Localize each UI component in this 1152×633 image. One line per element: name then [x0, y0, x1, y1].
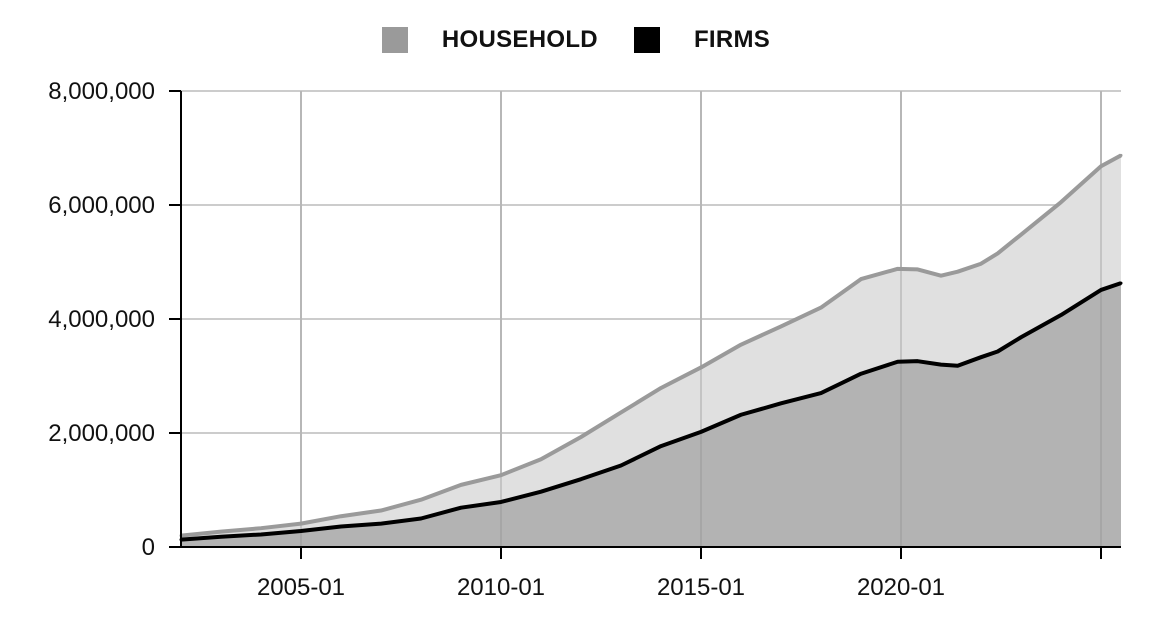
point-firms-5 — [379, 522, 383, 526]
point-firms-4 — [339, 524, 343, 528]
point-firms-3 — [299, 529, 303, 533]
series-line-firms — [180, 281, 1122, 542]
point-firms-19 — [916, 359, 920, 363]
point-firms-22 — [979, 355, 983, 359]
legend-label-household: HOUSEHOLD — [441, 26, 598, 53]
point-firms-23 — [996, 349, 1000, 353]
point-household-12 — [659, 386, 663, 390]
x-tick-label-1: 2010-01 — [457, 574, 545, 601]
legend-item-household[interactable]: HOUSEHOLD — [381, 26, 598, 54]
point-household-8 — [499, 473, 503, 477]
point-firms-26 — [1099, 288, 1103, 292]
point-household-15 — [779, 324, 783, 328]
point-household-19 — [916, 267, 920, 271]
point-firms-21 — [956, 364, 960, 368]
point-firms-11 — [619, 463, 623, 467]
point-firms-24 — [1019, 335, 1023, 339]
y-tick-label-4: 8,000,000 — [48, 78, 155, 105]
y-tick-label-2: 4,000,000 — [48, 306, 155, 333]
point-household-9 — [539, 457, 543, 461]
x-tick-label-2: 2015-01 — [657, 574, 745, 601]
point-firms-2 — [259, 532, 263, 536]
legend-swatch-household — [381, 27, 408, 53]
y-tick-label-3: 6,000,000 — [48, 192, 155, 219]
point-household-2 — [259, 526, 263, 530]
point-firms-20 — [939, 363, 943, 367]
area-firms — [181, 283, 1121, 547]
legend-label-firms: FIRMS — [693, 26, 771, 53]
legend-swatch-firms — [633, 27, 660, 53]
point-household-10 — [579, 435, 583, 439]
point-household-11 — [619, 410, 623, 414]
point-household-23 — [996, 251, 1000, 255]
point-household-7 — [459, 483, 463, 487]
point-firms-6 — [419, 517, 423, 520]
point-firms-25 — [1059, 313, 1063, 317]
point-firms-1 — [219, 535, 223, 539]
point-firms-12 — [659, 444, 663, 448]
point-firms-7 — [459, 506, 463, 510]
point-firms-16 — [819, 391, 823, 395]
point-household-27 — [1119, 153, 1123, 157]
point-firms-17 — [859, 372, 863, 376]
areas — [181, 91, 1121, 547]
point-household-1 — [219, 530, 223, 534]
point-household-17 — [859, 277, 863, 281]
point-household-16 — [819, 306, 823, 310]
point-household-18 — [896, 267, 900, 271]
axes — [169, 90, 1121, 559]
point-household-13 — [699, 365, 703, 369]
point-firms-15 — [779, 401, 783, 405]
area-household — [181, 155, 1121, 540]
point-firms-14 — [739, 413, 743, 417]
series-line-household — [180, 153, 1122, 538]
point-firms-27 — [1119, 281, 1123, 285]
point-household-4 — [339, 514, 343, 518]
series-lines — [179, 153, 1123, 542]
point-firms-10 — [579, 477, 583, 481]
y-tick-label-1: 2,000,000 — [48, 420, 155, 447]
point-firms-8 — [499, 500, 503, 504]
y-tick-label-0: 0 — [142, 534, 155, 561]
point-household-21 — [956, 270, 960, 274]
point-household-22 — [979, 262, 983, 266]
x-tick-label-0: 2005-01 — [257, 574, 345, 601]
point-household-25 — [1059, 200, 1063, 204]
point-household-14 — [739, 343, 743, 347]
point-household-26 — [1099, 164, 1103, 168]
point-household-6 — [419, 498, 423, 502]
legend: HOUSEHOLD FIRMS — [0, 26, 1152, 54]
point-household-5 — [379, 509, 383, 513]
point-household-3 — [299, 522, 303, 526]
tick-labels: 0 2,000,000 4,000,000 6,000,000 8,000,000 200… — [48, 78, 945, 601]
point-firms-9 — [539, 490, 543, 494]
point-household-24 — [1019, 233, 1023, 237]
point-firms-18 — [896, 360, 900, 364]
point-household-20 — [939, 274, 943, 278]
x-tick-label-3: 2020-01 — [857, 574, 945, 601]
point-firms-13 — [699, 430, 703, 434]
legend-item-firms[interactable]: FIRMS — [633, 26, 771, 54]
